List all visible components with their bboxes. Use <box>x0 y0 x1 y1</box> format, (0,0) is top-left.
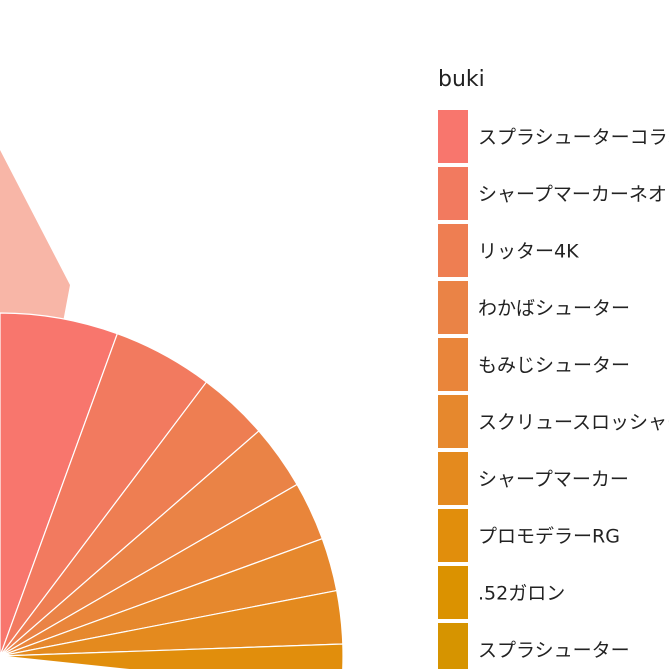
legend-label: .52ガロン <box>478 583 565 605</box>
legend-title: buki <box>438 67 485 92</box>
legend-label: リッター4K <box>478 241 579 263</box>
legend-label: シャープマーカーネオ <box>478 184 667 206</box>
legend-label: わかばシューター <box>478 298 630 320</box>
legend-swatch <box>438 509 468 562</box>
legend-label: もみじシューター <box>478 355 630 377</box>
legend-swatch <box>438 623 468 669</box>
legend-label: シャープマーカー <box>478 469 629 491</box>
legend-swatch <box>438 281 468 334</box>
legend-swatch <box>438 167 468 220</box>
legend-swatch <box>438 110 468 163</box>
legend-swatch <box>438 566 468 619</box>
legend-label: スプラシューターコラボ <box>478 127 669 149</box>
legend-swatch <box>438 338 468 391</box>
legend-label: プロモデラーRG <box>478 526 620 548</box>
legend-swatch <box>438 224 468 277</box>
pie-slices <box>0 0 344 669</box>
legend-label: スプラシューター <box>478 640 630 662</box>
legend-swatch <box>438 452 468 505</box>
pie-slice <box>0 643 344 669</box>
legend-label: スクリュースロッシャー <box>478 412 669 434</box>
legend-swatch <box>438 395 468 448</box>
